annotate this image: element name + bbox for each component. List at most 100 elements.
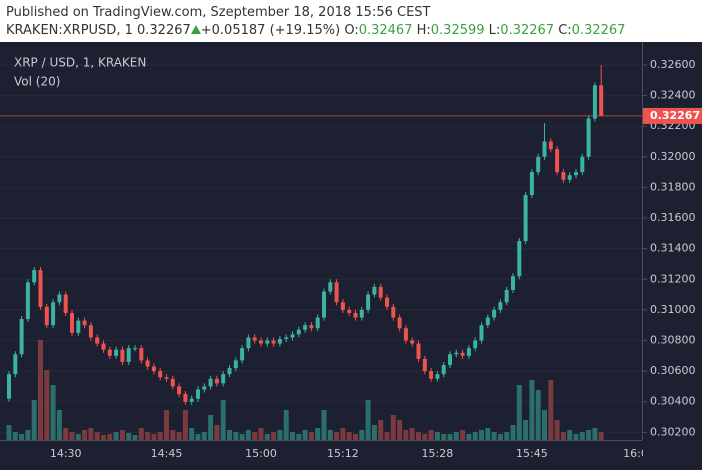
candle-body [328,282,333,292]
candle-body [158,371,163,378]
candle-body [164,377,169,379]
y-tick-label: 0.31400 [650,242,696,255]
volume-bar [516,385,522,440]
volume-bar [19,434,25,440]
candle-body [517,241,522,277]
candle-body [303,325,308,330]
candle-body [422,358,427,372]
candle-body [347,309,352,313]
candle-body [548,141,553,150]
volume-bar [164,410,169,440]
candle-body [315,317,320,329]
volume-bar [239,434,245,440]
y-tick-label: 0.30400 [650,395,696,408]
open-label: O: [344,23,359,38]
change-pct: (+19.15%) [269,23,341,38]
volume-bar [416,432,421,440]
volume-bar [220,400,226,440]
candle-body [410,340,415,344]
volume-bar [447,434,453,440]
candle-body [485,317,490,326]
volume-bar [94,432,100,440]
volume-bar [315,428,321,440]
volume-bar [434,432,440,440]
y-tick-label: 0.31200 [650,272,696,285]
volume-bar [497,434,503,440]
volume-bar [63,428,69,440]
candle-body [290,334,295,338]
volume-bar [308,432,314,440]
y-tick-label: 0.31600 [650,211,696,224]
volume-bar [327,430,333,440]
candle-body [265,340,270,344]
volume-bar [510,425,516,440]
candle-body [240,348,245,361]
volume-bar [359,430,365,440]
candle-body [366,294,371,310]
volume-bar [542,410,547,440]
volume-bar [233,432,239,440]
volume-bar [258,428,264,440]
candle-body [259,340,263,344]
y-tick-label: 0.31800 [650,180,696,193]
y-tick-label: 0.30600 [650,364,696,377]
volume-bar [6,425,12,440]
volume-bar [560,432,566,440]
candle-body [170,378,175,387]
volume-bar [573,434,579,440]
candle-body [397,317,402,329]
header: Published on TradingView.com, Szeptember… [0,0,702,42]
y-tick-label: 0.31000 [650,303,696,316]
volume-bar [145,432,151,440]
volume-bar [466,434,472,440]
last-price-label: 0.32267 [650,109,700,122]
candle-body [7,374,11,399]
candle-body [334,282,339,303]
candle-body [385,297,389,307]
volume-bar [453,432,459,440]
candle-body [114,349,119,356]
candle-body [70,312,74,333]
candle-body [340,302,345,310]
y-tick-label: 0.30200 [650,425,696,438]
volume-bar [548,380,554,440]
change: +0.05187 [200,23,266,38]
volume-bar [208,415,214,440]
low-label: L: [488,23,501,38]
volume-bar [321,410,327,440]
volume-bar [101,435,106,440]
volume-bar [340,428,346,440]
volume-bar [460,430,466,440]
candle-body [126,348,131,362]
volume-bar [88,428,94,440]
candle-body [277,338,282,344]
volume-title: Vol (20) [14,75,60,89]
candle-body [214,378,219,384]
x-tick-label: 14:30 [50,447,82,460]
candle-body [120,349,125,362]
candle-body [183,394,188,402]
candle-body [498,302,503,310]
volume-bar [378,420,384,440]
volume-bar [107,434,113,440]
volume-bar [264,434,270,440]
x-tick-label: 15:28 [422,447,454,460]
volume-bar [365,400,371,440]
candle-body [523,195,528,241]
volume-bar [397,420,403,440]
candle-body [529,172,534,196]
candle-body [88,325,93,338]
candle-body [416,343,421,359]
y-tick-label: 0.32400 [650,89,696,102]
volume-bar [271,432,277,440]
y-tick-label: 0.30800 [650,334,696,347]
candle-body [227,368,232,375]
volume-bar [579,432,585,440]
volume-bar [170,430,176,440]
volume-bar [75,434,81,440]
candle-body [221,374,226,384]
candle-body [353,312,358,318]
volume-bar [25,430,31,440]
candle-body [492,309,497,318]
candle-body [599,85,604,116]
